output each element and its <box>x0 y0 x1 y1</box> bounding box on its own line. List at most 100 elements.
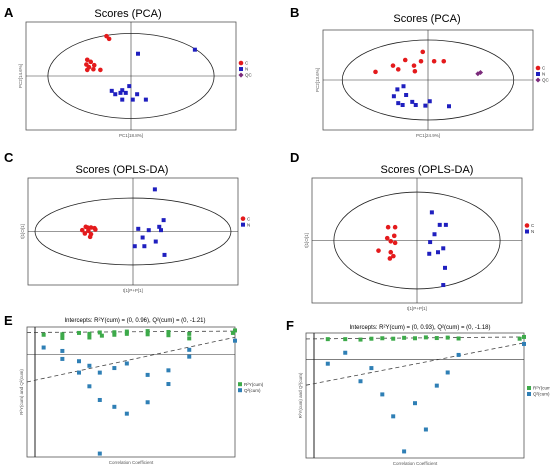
point-d-n-7 <box>427 251 432 256</box>
point-f-qcum-10 <box>445 370 450 375</box>
y-axis-label-e: R²Y(cum) and Q²(cum) <box>19 369 24 415</box>
point-b-n-2 <box>404 93 409 97</box>
legend-label-c-n: N <box>247 222 250 227</box>
point-d-n-0 <box>429 210 434 215</box>
point-f-rycum-2 <box>358 337 363 342</box>
legend-marker-c-c <box>240 216 246 221</box>
y-axis-label-d: t[1]O[1] <box>304 233 309 248</box>
legend-label-d-n: N <box>531 229 534 234</box>
point-e-qcum-20 <box>233 338 237 343</box>
x-axis-label-e: Correlation Coefficient <box>109 460 154 465</box>
point-c-c-7 <box>87 234 93 240</box>
point-e-qcum-2 <box>60 356 65 361</box>
hotelling-ellipse-d <box>333 191 501 290</box>
point-e-qcum-13 <box>124 411 129 416</box>
point-b-n-6 <box>413 103 418 107</box>
point-f-rycum-4 <box>380 336 385 341</box>
legend-label-d-c: C <box>531 223 535 228</box>
r2y-regression-line-f <box>305 336 525 340</box>
plot-f: Correlation Coefficient R²Y(cum) and Q²(c… <box>298 332 550 465</box>
point-e-qcum-9 <box>97 451 102 456</box>
point-f-rycum-10 <box>445 335 450 340</box>
y-axis-label-f: R²Y(cum) and Q²(cum) <box>298 372 303 418</box>
legend-marker-d-n <box>525 229 529 234</box>
legend-label-e-rycum: R²Y(cum) <box>244 382 264 387</box>
point-f-qcum-11 <box>456 352 461 357</box>
point-c-n-9 <box>142 244 147 249</box>
point-e-rycum-12 <box>145 329 150 334</box>
plots-layer: PC1[18.8%]PC2[14.6%]CNQCPC1[24.9%]PC2[13… <box>18 21 550 465</box>
panel-letter-e: E <box>4 313 13 328</box>
point-e-qcum-1 <box>60 348 65 353</box>
point-a-n-7 <box>135 92 140 97</box>
point-e-qcum-5 <box>87 363 92 368</box>
point-d-c-5 <box>392 240 398 246</box>
point-f-qcum-5 <box>391 414 396 419</box>
point-d-c-2 <box>391 233 397 239</box>
legend-marker-f-qcum <box>527 392 531 396</box>
point-e-rycum-18 <box>233 328 237 333</box>
point-d-c-4 <box>388 238 394 244</box>
point-b-c-1 <box>402 57 408 63</box>
legend-label-b-c: C <box>542 66 546 71</box>
point-c-n-0 <box>152 187 157 192</box>
panel-letter-d: D <box>290 150 299 165</box>
point-c-n-2 <box>157 224 162 229</box>
point-c-c-2 <box>79 227 85 233</box>
point-a-c-2 <box>84 57 90 63</box>
point-f-qcum-7 <box>413 401 417 406</box>
legend-marker-a-c <box>238 60 244 66</box>
point-a-c-5 <box>91 62 97 68</box>
point-b-n-5 <box>400 103 405 107</box>
legend-marker-e-rycum <box>238 382 242 387</box>
legend-marker-a-qc <box>238 72 244 78</box>
point-e-rycum-8 <box>112 330 117 335</box>
point-e-rycum-17 <box>187 336 192 341</box>
point-f-qcum-2 <box>358 379 363 384</box>
point-b-n-10 <box>396 101 401 106</box>
point-d-n-1 <box>437 222 442 227</box>
legend-label-c-c: C <box>247 216 251 221</box>
point-f-rycum-11 <box>456 336 461 341</box>
point-e-qcum-16 <box>166 368 171 373</box>
point-c-n-10 <box>162 252 167 257</box>
point-f-qcum-12 <box>522 341 526 346</box>
legend-marker-b-c <box>535 65 541 71</box>
point-a-c-8 <box>84 67 90 73</box>
point-a-c-9 <box>98 67 103 73</box>
panel-title-a: Scores (PCA) <box>94 8 161 20</box>
point-d-c-1 <box>392 224 398 230</box>
point-e-qcum-14 <box>145 372 150 377</box>
point-e-rycum-0 <box>41 332 46 337</box>
point-f-rycum-3 <box>369 336 374 341</box>
point-e-rycum-13 <box>145 332 150 337</box>
point-f-rycum-5 <box>391 336 396 341</box>
point-e-rycum-15 <box>166 333 171 338</box>
point-a-n-8 <box>120 97 125 102</box>
legend-label-a-n: N <box>245 67 248 72</box>
point-e-rycum-11 <box>124 331 129 336</box>
point-a-n-2 <box>120 88 125 93</box>
point-e-qcum-15 <box>145 400 150 405</box>
point-e-qcum-7 <box>97 370 102 375</box>
point-d-n-3 <box>432 232 437 237</box>
point-f-rycum-12 <box>522 334 526 339</box>
hotelling-ellipse-b <box>341 39 515 121</box>
point-c-n-8 <box>132 244 137 249</box>
point-b-n-1 <box>401 84 406 89</box>
point-e-qcum-18 <box>187 354 192 359</box>
point-e-rycum-6 <box>97 330 102 335</box>
point-d-n-5 <box>441 246 446 251</box>
point-a-n-6 <box>113 92 118 97</box>
panel-letter-a: A <box>4 5 14 20</box>
x-axis-label-c: t[1]P+P[1] <box>123 288 143 293</box>
panel-title-c: Scores (OPLS-DA) <box>76 164 169 176</box>
point-c-n-6 <box>140 235 145 240</box>
y-axis-label-b: PC2[13.6%] <box>315 68 320 92</box>
point-f-rycum-9 <box>434 336 439 341</box>
point-e-qcum-6 <box>87 384 92 389</box>
point-e-qcum-11 <box>112 404 117 409</box>
point-c-c-5 <box>82 231 88 236</box>
point-b-n-3 <box>391 94 396 99</box>
panel-title-e: Intercepts: R²Y(cum) = (0, 0.96), Q²(cum… <box>64 318 205 324</box>
